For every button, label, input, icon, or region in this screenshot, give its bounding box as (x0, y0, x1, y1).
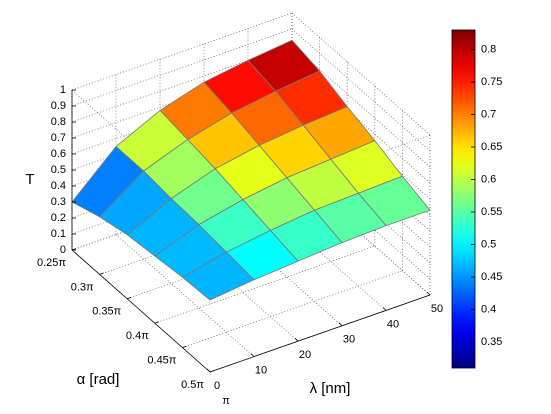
annotation: π (222, 395, 230, 407)
y-tick-label: 0.3π (71, 281, 94, 293)
colorbar-tick-label: 0.65 (481, 141, 502, 153)
surface-patch (181, 251, 255, 301)
colorbar-tick-label: 0.5 (481, 238, 496, 250)
x-tick (206, 368, 211, 373)
grid-line (291, 28, 431, 152)
x-tick-label: 10 (255, 365, 267, 377)
y-axis-label: α [rad] (77, 371, 120, 388)
y-tick-label: 0.25π (37, 257, 66, 269)
colorbar (451, 29, 476, 369)
y-tick (209, 370, 215, 373)
y-tick (182, 345, 187, 348)
z-tick-label: 0.6 (51, 148, 66, 160)
x-tick-label: 40 (387, 318, 399, 330)
x-axis-label: λ [nm] (310, 380, 351, 397)
z-axis-label: T (25, 171, 34, 188)
z-tick-label: 0.8 (51, 116, 66, 128)
grid-line (291, 12, 431, 136)
z-tick-label: 0.3 (51, 196, 66, 208)
y-tick-label: 0.5π (181, 379, 204, 391)
x-tick-label: 0 (214, 380, 220, 392)
z-tick-label: 0.2 (51, 212, 66, 224)
z-tick-label: 0.9 (51, 100, 66, 112)
colorbar-tick-label: 0.4 (481, 303, 496, 315)
axes: 0 0.1 0.2 0.3 0.4 0.5 0.6 0.7 0.8 0.9 1 0.25π 0.3π 0.… (37, 84, 443, 392)
colorbar-tick-label: 0.7 (481, 108, 496, 120)
colorbar-tick-label: 0.8 (481, 43, 496, 55)
surface (71, 39, 431, 301)
colorbar-tick-label: 0.35 (481, 336, 502, 348)
x-tick (426, 291, 431, 296)
z-tick-label: 0 (60, 244, 66, 256)
colorbar-tick-label: 0.55 (481, 206, 502, 218)
x-tick (250, 353, 255, 357)
x-axis (209, 294, 431, 373)
y-tick (99, 272, 104, 275)
z-tick-label: 0.7 (51, 132, 66, 144)
x-tick (338, 322, 343, 327)
x-tick-label: 20 (299, 349, 311, 361)
colorbar-tick-label: 0.45 (481, 271, 502, 283)
colorbar-tick-label: 0.6 (481, 173, 496, 185)
x-tick-label: 50 (431, 303, 443, 315)
y-tick-label: 0.35π (92, 306, 121, 318)
z-tick-label: 0.5 (51, 164, 66, 176)
z-tick-label: 0.1 (51, 228, 66, 240)
grid-line (115, 234, 255, 357)
y-tick (154, 321, 159, 324)
x-tick-label: 30 (343, 334, 355, 346)
z-tick-label: 1 (60, 84, 66, 96)
x-tick (382, 307, 387, 311)
x-tick (294, 337, 299, 342)
y-tick (127, 296, 132, 300)
colorbar-tick-label: 0.75 (481, 76, 502, 88)
y-tick (71, 248, 77, 251)
y-tick-label: 0.4π (126, 330, 149, 342)
y-axis (71, 249, 211, 373)
z-tick-label: 0.4 (51, 180, 66, 192)
y-tick-label: 0.45π (147, 355, 176, 367)
